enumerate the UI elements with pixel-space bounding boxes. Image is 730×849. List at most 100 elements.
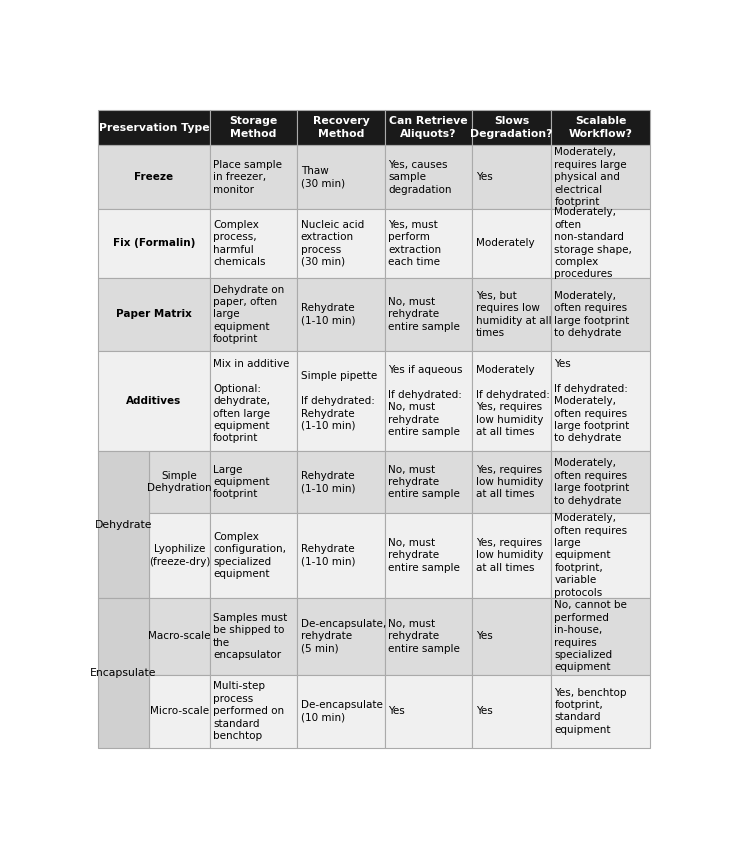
Text: Dehydrate: Dehydrate (95, 520, 153, 530)
Text: Dehydrate on
paper, often
large
equipment
footprint: Dehydrate on paper, often large equipmen… (213, 284, 285, 344)
Bar (149, 675, 210, 748)
Bar (98, 598, 149, 748)
Bar (98, 110, 210, 145)
Bar (297, 145, 385, 209)
Text: No, must
rehydrate
entire sample: No, must rehydrate entire sample (388, 464, 460, 499)
Text: Yes, requires
low humidity
at all times: Yes, requires low humidity at all times (476, 538, 543, 573)
Bar (210, 351, 297, 452)
Text: Simple pipette

If dehydrated:
Rehydrate
(1-10 min): Simple pipette If dehydrated: Rehydrate … (301, 371, 377, 431)
Text: Yes: Yes (476, 172, 493, 182)
Text: Yes, benchtop
footprint,
standard
equipment: Yes, benchtop footprint, standard equipm… (554, 688, 627, 735)
Bar (472, 145, 551, 209)
Text: Samples must
be shipped to
the
encapsulator: Samples must be shipped to the encapsula… (213, 613, 288, 660)
Bar (210, 675, 297, 748)
Text: Moderately,
requires large
physical and
electrical
footprint: Moderately, requires large physical and … (554, 148, 627, 207)
Bar (385, 598, 472, 675)
Text: Yes if aqueous

If dehydrated:
No, must
rehydrate
entire sample: Yes if aqueous If dehydrated: No, must r… (388, 365, 463, 437)
Bar (472, 351, 551, 452)
Text: Complex
process,
harmful
chemicals: Complex process, harmful chemicals (213, 220, 266, 267)
Bar (472, 209, 551, 278)
Bar (472, 110, 551, 145)
Bar (210, 145, 297, 209)
Text: Yes: Yes (388, 706, 405, 717)
Bar (98, 278, 210, 351)
Text: Yes: Yes (476, 632, 493, 642)
Bar (210, 209, 297, 278)
Text: Freeze: Freeze (134, 172, 174, 182)
Text: Paper Matrix: Paper Matrix (116, 310, 192, 319)
Bar (551, 452, 650, 513)
Bar (551, 209, 650, 278)
Text: Nucleic acid
extraction
process
(30 min): Nucleic acid extraction process (30 min) (301, 220, 364, 267)
Bar (210, 278, 297, 351)
Bar (385, 452, 472, 513)
Text: Moderately,
often requires
large
equipment
footprint,
variable
protocols: Moderately, often requires large equipme… (554, 513, 627, 598)
Text: No, must
rehydrate
entire sample: No, must rehydrate entire sample (388, 297, 460, 332)
Bar (98, 209, 210, 278)
Text: Storage
Method: Storage Method (229, 116, 277, 138)
Bar (149, 452, 210, 513)
Bar (551, 278, 650, 351)
Text: Simple
Dehydration: Simple Dehydration (147, 471, 212, 493)
Bar (551, 110, 650, 145)
Text: Place sample
in freezer,
monitor: Place sample in freezer, monitor (213, 160, 283, 194)
Bar (551, 513, 650, 598)
Text: Yes

If dehydrated:
Moderately,
often requires
large footprint
to dehydrate: Yes If dehydrated: Moderately, often req… (554, 359, 629, 443)
Bar (385, 110, 472, 145)
Text: Moderately: Moderately (476, 239, 534, 249)
Text: Moderately,
often requires
large footprint
to dehydrate: Moderately, often requires large footpri… (554, 458, 629, 505)
Text: Large
equipment
footprint: Large equipment footprint (213, 464, 269, 499)
Text: Mix in additive

Optional:
dehydrate,
often large
equipment
footprint: Mix in additive Optional: dehydrate, oft… (213, 359, 290, 443)
Bar (385, 351, 472, 452)
Bar (385, 209, 472, 278)
Text: Rehydrate
(1-10 min): Rehydrate (1-10 min) (301, 471, 356, 493)
Text: De-encapsulate
(10 min): De-encapsulate (10 min) (301, 700, 383, 722)
Text: Rehydrate
(1-10 min): Rehydrate (1-10 min) (301, 303, 356, 326)
Bar (149, 598, 210, 675)
Bar (297, 351, 385, 452)
Bar (98, 145, 210, 209)
Bar (149, 513, 210, 598)
Bar (551, 145, 650, 209)
Text: Moderately

If dehydrated:
Yes, requires
low humidity
at all times: Moderately If dehydrated: Yes, requires … (476, 365, 550, 437)
Text: Slows
Degradation?: Slows Degradation? (470, 116, 553, 138)
Bar (472, 278, 551, 351)
Text: Yes, must
perform
extraction
each time: Yes, must perform extraction each time (388, 220, 442, 267)
Text: Preservation Type: Preservation Type (99, 122, 210, 132)
Text: Recovery
Method: Recovery Method (312, 116, 369, 138)
Bar (297, 278, 385, 351)
Text: Thaw
(30 min): Thaw (30 min) (301, 166, 345, 188)
Text: No, cannot be
performed
in-house,
requires
specialized
equipment: No, cannot be performed in-house, requir… (554, 600, 627, 672)
Text: Moderately,
often
non-standard
storage shape,
complex
procedures: Moderately, often non-standard storage s… (554, 207, 632, 279)
Bar (210, 452, 297, 513)
Bar (210, 513, 297, 598)
Bar (551, 351, 650, 452)
Text: Micro-scale: Micro-scale (150, 706, 209, 717)
Bar (297, 513, 385, 598)
Text: Encapsulate: Encapsulate (91, 668, 157, 678)
Text: Lyophilize
(freeze-dry): Lyophilize (freeze-dry) (149, 544, 210, 566)
Text: Yes, requires
low humidity
at all times: Yes, requires low humidity at all times (476, 464, 543, 499)
Bar (210, 598, 297, 675)
Bar (385, 278, 472, 351)
Bar (472, 452, 551, 513)
Text: Macro-scale: Macro-scale (148, 632, 210, 642)
Text: De-encapsulate,
rehydrate
(5 min): De-encapsulate, rehydrate (5 min) (301, 619, 386, 654)
Bar (472, 598, 551, 675)
Text: Complex
configuration,
specialized
equipment: Complex configuration, specialized equip… (213, 531, 286, 579)
Bar (385, 675, 472, 748)
Text: No, must
rehydrate
entire sample: No, must rehydrate entire sample (388, 538, 460, 573)
Text: Yes, causes
sample
degradation: Yes, causes sample degradation (388, 160, 452, 194)
Bar (210, 110, 297, 145)
Text: No, must
rehydrate
entire sample: No, must rehydrate entire sample (388, 619, 460, 654)
Bar (551, 598, 650, 675)
Bar (297, 598, 385, 675)
Bar (472, 513, 551, 598)
Bar (297, 110, 385, 145)
Text: Multi-step
process
performed on
standard
benchtop: Multi-step process performed on standard… (213, 682, 284, 741)
Bar (385, 513, 472, 598)
Bar (297, 452, 385, 513)
Bar (551, 675, 650, 748)
Bar (297, 675, 385, 748)
Bar (385, 145, 472, 209)
